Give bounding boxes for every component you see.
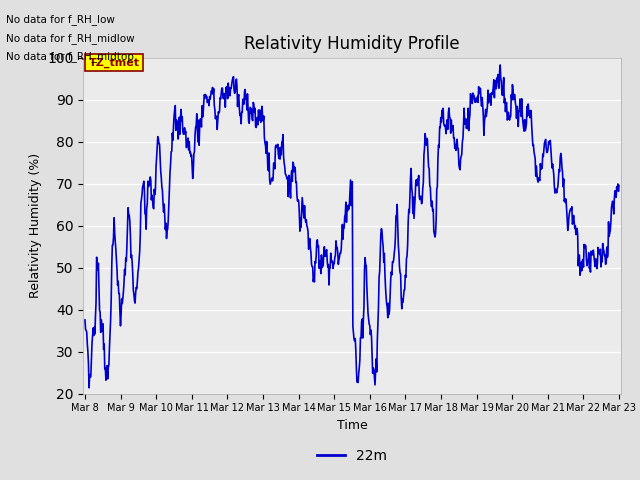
- Legend: 22m: 22m: [312, 443, 392, 468]
- Text: No data for f_RH_midtop: No data for f_RH_midtop: [6, 51, 134, 62]
- Text: TZ_tmet: TZ_tmet: [88, 58, 140, 68]
- Y-axis label: Relativity Humidity (%): Relativity Humidity (%): [29, 153, 42, 298]
- X-axis label: Time: Time: [337, 419, 367, 432]
- Title: Relativity Humidity Profile: Relativity Humidity Profile: [244, 35, 460, 53]
- Text: No data for f_RH_low: No data for f_RH_low: [6, 14, 115, 25]
- Text: No data for f_RH_midlow: No data for f_RH_midlow: [6, 33, 135, 44]
